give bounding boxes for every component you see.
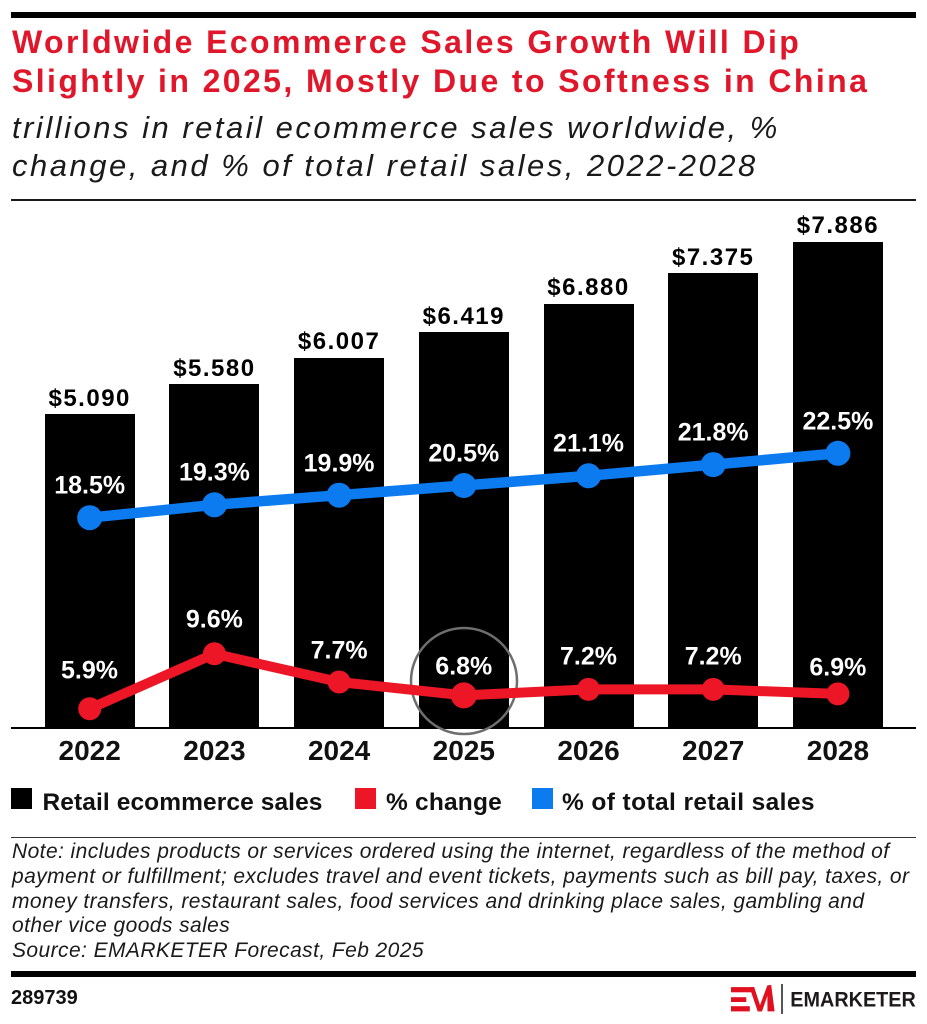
svg-text:EMARKETER: EMARKETER [790, 989, 916, 1012]
